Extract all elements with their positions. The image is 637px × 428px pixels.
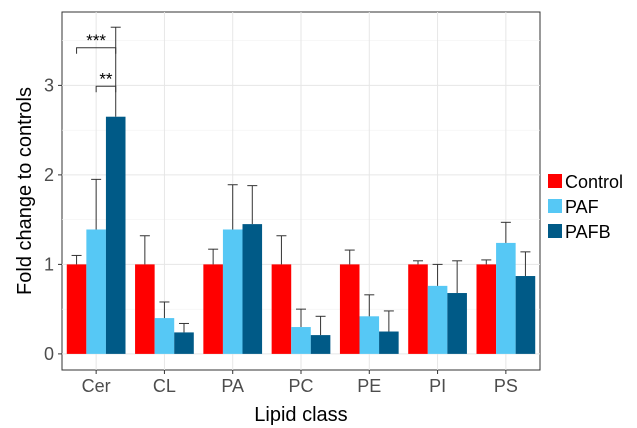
error-bar-paf-pa: [227, 184, 238, 230]
bracket-line: [76, 47, 117, 54]
legend-item-pafb: PAFB: [548, 222, 611, 242]
significance-annotations: *****: [76, 31, 117, 93]
bar-control-pa: [203, 264, 223, 354]
bars: [66, 116, 536, 354]
x-tick-label-pe: PE: [357, 376, 381, 396]
legend-label: Control: [565, 172, 623, 192]
error-bar-pafb-pi: [452, 260, 463, 294]
x-axis-title: Lipid class: [254, 404, 347, 426]
significance-bracket-2: **: [95, 69, 117, 93]
bar-pafb-pi: [447, 293, 467, 354]
legend-label: PAF: [565, 197, 599, 217]
error-bar-control-cl: [139, 235, 150, 265]
error-bar-pafb-pa: [247, 185, 258, 225]
bracket-line: [95, 85, 117, 93]
bar-pafb-pa: [242, 224, 263, 354]
bar-control-pe: [339, 264, 360, 354]
legend-swatch: [548, 174, 562, 188]
x-tick-label-cer: Cer: [82, 376, 111, 396]
legend-label: PAFB: [565, 222, 611, 242]
error-bar-pafb-pe: [383, 310, 394, 332]
x-tick-label-pi: PI: [429, 376, 446, 396]
y-tick-label: 3: [44, 75, 54, 95]
bar-control-ps: [476, 264, 497, 354]
error-bars: [71, 26, 531, 336]
bar-paf-pe: [359, 316, 380, 354]
bar-pafb-ps: [515, 276, 536, 354]
error-bar-control-pe: [344, 249, 355, 265]
error-bar-control-pi: [412, 260, 423, 265]
legend-swatch: [548, 199, 562, 213]
bar-paf-ps: [496, 242, 516, 354]
bar-control-cer: [66, 264, 87, 354]
error-bar-control-cer: [71, 254, 82, 265]
x-tick-label-pc: PC: [288, 376, 313, 396]
legend: Control PAF PAFB: [548, 172, 623, 242]
error-bar-pafb-ps: [520, 251, 531, 277]
x-tick-label-cl: CL: [153, 376, 176, 396]
legend-swatch: [548, 224, 562, 238]
bar-paf-pc: [291, 327, 311, 354]
bar-control-cl: [135, 264, 155, 354]
y-axis-title: Fold change to controls: [14, 87, 36, 295]
error-bar-paf-pc: [296, 308, 306, 328]
y-tick-label: 0: [44, 344, 54, 364]
bar-pafb-cer: [105, 116, 126, 354]
x-tick-label-pa: PA: [221, 376, 244, 396]
bar-paf-cer: [86, 229, 106, 354]
error-bar-control-pa: [208, 248, 219, 265]
legend-item-paf: PAF: [548, 197, 599, 217]
bar-pafb-pc: [310, 335, 331, 354]
error-bar-control-ps: [481, 259, 492, 265]
significance-label: **: [99, 69, 113, 88]
y-tick-label: 2: [44, 165, 54, 185]
error-bar-paf-pi: [432, 263, 443, 286]
bar-paf-pa: [222, 229, 243, 354]
x-axis: Cer CL PA PC PE PI PS: [82, 370, 518, 396]
y-tick-label: 1: [44, 254, 54, 274]
bar-control-pc: [271, 264, 292, 354]
bar-pafb-cl: [174, 332, 194, 354]
error-bar-paf-pe: [364, 294, 375, 317]
x-tick-label-ps: PS: [494, 376, 518, 396]
error-bar-paf-cl: [159, 301, 170, 319]
error-bar-paf-cer: [91, 178, 102, 230]
bar-paf-pi: [427, 285, 448, 354]
error-bar-pafb-pc: [315, 315, 326, 336]
error-bar-paf-ps: [500, 221, 511, 243]
error-bar-pafb-cl: [179, 322, 190, 333]
bar-control-pi: [408, 264, 428, 354]
y-axis: 0 1 2 3: [44, 75, 62, 364]
bar-pafb-pe: [379, 331, 399, 354]
error-bar-control-pc: [276, 235, 287, 265]
bar-paf-cl: [154, 318, 175, 354]
legend-item-control: Control: [548, 172, 623, 192]
significance-label: ***: [86, 31, 106, 50]
significance-bracket-1: ***: [76, 31, 117, 54]
error-bar-pafb-cer: [110, 26, 121, 117]
